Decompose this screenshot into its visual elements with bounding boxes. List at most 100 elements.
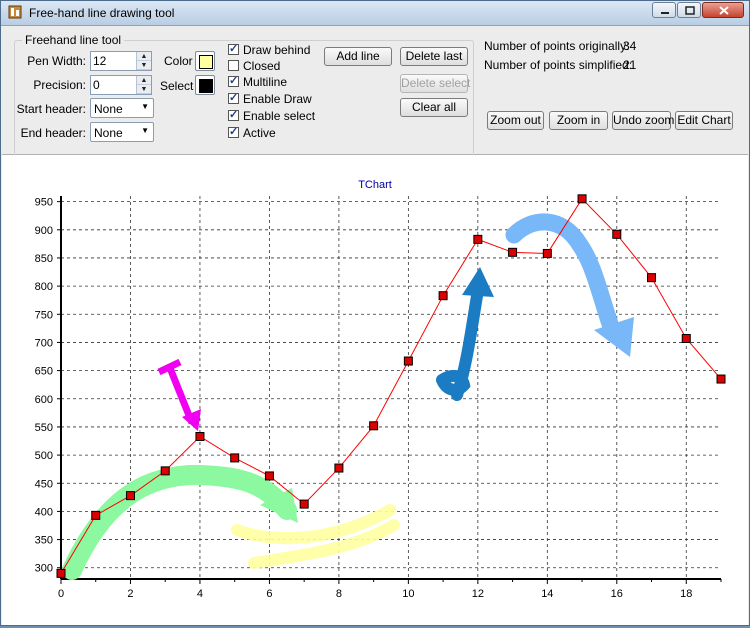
data-point[interactable] [438, 291, 448, 301]
blue-freehand-arrow[interactable] [436, 284, 484, 401]
checkbox-label: Enable Draw [243, 92, 312, 106]
data-point[interactable] [647, 273, 657, 283]
yellow-freehand-line[interactable] [248, 519, 400, 569]
freehand-drawings [62, 213, 634, 580]
checkbox-label: Closed [243, 59, 281, 73]
maximize-button[interactable] [677, 2, 701, 18]
green-freehand-arrowhead[interactable] [260, 488, 298, 523]
precision-spin-arrows[interactable]: ▲ ▼ [136, 76, 151, 94]
maximize-icon [685, 6, 695, 15]
spin-up-icon[interactable]: ▲ [137, 52, 151, 61]
points-original-label: Number of points originally: [484, 39, 630, 53]
data-point[interactable] [125, 491, 135, 501]
checkbox-box[interactable] [228, 91, 239, 104]
window-title: Free-hand line drawing tool [29, 6, 175, 20]
chart-area[interactable]: TChart 300 350 400 450 500 550 600 650 700 750 800… [2, 155, 748, 625]
close-icon [719, 6, 729, 15]
x-tick-label: 12 [472, 588, 484, 600]
x-tick-label: 10 [402, 588, 414, 600]
data-point[interactable] [264, 471, 274, 481]
spin-down-icon[interactable]: ▼ [137, 61, 151, 70]
data-point[interactable] [299, 499, 309, 509]
close-button[interactable] [702, 2, 744, 18]
zoom-out-button[interactable]: Zoom out [487, 111, 544, 130]
data-point[interactable] [403, 356, 413, 366]
y-tick-label: 650 [35, 366, 53, 378]
data-point[interactable] [91, 510, 101, 520]
x-tick-label: 8 [336, 588, 342, 600]
checkbox-box[interactable] [228, 125, 239, 138]
delete-select-button[interactable]: Delete select [400, 74, 470, 93]
data-point[interactable] [542, 248, 552, 258]
minimize-button[interactable] [652, 2, 676, 18]
spin-down-icon[interactable]: ▼ [137, 85, 151, 94]
precision-input[interactable] [93, 77, 133, 93]
delete-last-button[interactable]: Delete last [400, 47, 468, 66]
x-tick-label: 6 [266, 588, 272, 600]
x-tick-label: 18 [680, 588, 692, 600]
checkbox-label: Draw behind [243, 43, 311, 57]
checkbox-label: Enable select [243, 109, 316, 123]
precision-spinner[interactable]: ▲▼ [90, 75, 152, 95]
pen-width-spinner[interactable]: ▲▼ [90, 51, 152, 71]
end-header-label: End header: [20, 126, 86, 140]
data-point[interactable] [577, 194, 587, 204]
app-icon [8, 5, 22, 19]
start-header-select[interactable]: None ▼ [90, 98, 154, 118]
data-point[interactable] [230, 453, 240, 463]
magenta-freehand-arrowhead[interactable] [182, 409, 201, 431]
add-line-button[interactable]: Add line [324, 47, 392, 66]
title-bar[interactable]: Free-hand line drawing tool [1, 1, 749, 26]
x-tick-label: 2 [127, 588, 133, 600]
chart-title: TChart [358, 179, 392, 191]
data-point[interactable] [716, 374, 726, 384]
checkbox-box[interactable] [228, 42, 239, 55]
start-header-value: None [94, 102, 123, 116]
zoom-in-button[interactable]: Zoom in [549, 111, 608, 130]
chart-ticks: 300 350 400 450 500 550 600 650 700 750 800 850 900 9… [35, 197, 722, 600]
checkbox-box[interactable] [228, 60, 239, 71]
data-point[interactable] [56, 568, 66, 578]
blue-freehand-arrowhead[interactable] [462, 267, 494, 297]
y-tick-label: 350 [35, 535, 53, 547]
series-line [60, 198, 722, 574]
select-label: Select [160, 79, 194, 93]
yellow-freehand-line[interactable] [231, 504, 396, 545]
green-freehand-arrow[interactable] [62, 464, 297, 580]
data-point[interactable] [508, 247, 518, 257]
x-tick-label: 16 [611, 588, 623, 600]
color-picker-button[interactable] [195, 51, 215, 71]
data-point[interactable] [369, 421, 379, 431]
checkbox-label: Active [243, 126, 276, 140]
clear-all-button[interactable]: Clear all [400, 98, 468, 117]
data-point[interactable] [473, 234, 483, 244]
data-point[interactable] [334, 463, 344, 473]
end-header-select[interactable]: None ▼ [90, 122, 154, 142]
data-point[interactable] [160, 466, 170, 476]
pen-width-label: Pen Width: [27, 54, 86, 68]
magenta-freehand-bar[interactable] [157, 358, 182, 376]
y-tick-label: 400 [35, 506, 53, 518]
pen-width-input[interactable] [93, 53, 133, 69]
points-simplified-value: 21 [623, 58, 637, 72]
y-tick-label: 700 [35, 337, 53, 349]
data-point[interactable] [195, 432, 205, 442]
undo-zoom-button[interactable]: Undo zoom [612, 111, 674, 130]
groupbox-title: Freehand line tool [22, 33, 125, 47]
pen-width-spin-arrows[interactable]: ▲ ▼ [136, 52, 151, 70]
light-blue-freehand-arrow[interactable] [505, 213, 621, 339]
light-blue-freehand-arrowhead[interactable] [594, 317, 634, 357]
data-point[interactable] [681, 333, 691, 343]
chart-axes [60, 196, 721, 580]
spin-up-icon[interactable]: ▲ [137, 76, 151, 85]
checkbox-box[interactable] [228, 74, 239, 87]
y-tick-label: 500 [35, 450, 53, 462]
edit-chart-button[interactable]: Edit Chart [675, 111, 733, 130]
checkbox-box[interactable] [228, 108, 239, 121]
minimize-icon [661, 12, 669, 14]
select-color-button[interactable] [195, 75, 215, 95]
line-chart[interactable]: TChart 300 350 400 450 500 550 600 650 700 750 800… [2, 155, 748, 625]
y-tick-label: 900 [35, 225, 53, 237]
magenta-freehand-arrow[interactable] [166, 366, 196, 425]
data-point[interactable] [612, 229, 622, 239]
